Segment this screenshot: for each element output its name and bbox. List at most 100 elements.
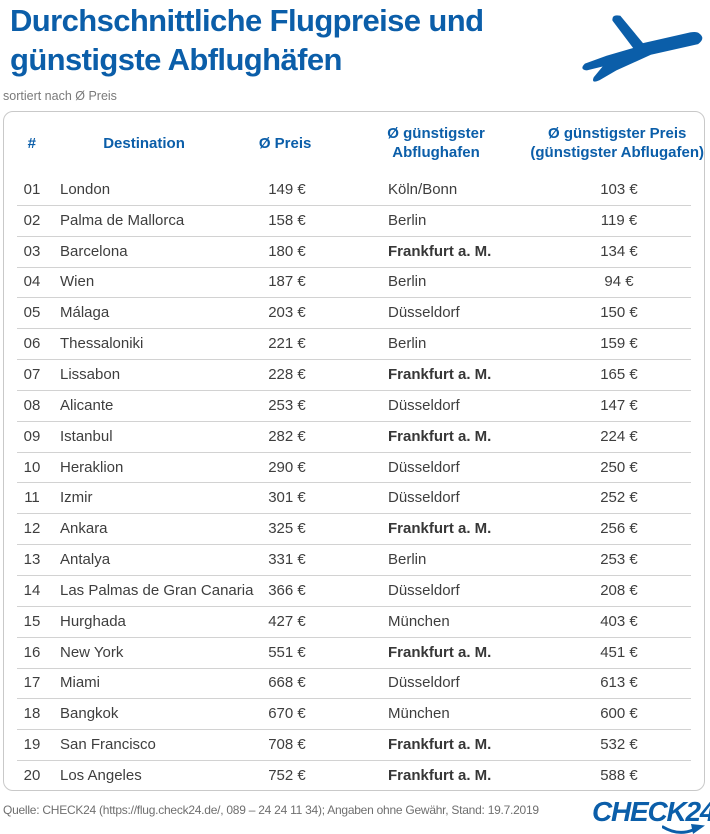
table-body: 01 London 149 € Köln/Bonn 103 € 02 Palma…	[4, 174, 704, 791]
avg-price-cell: 668 €	[268, 674, 306, 692]
table-row: 03 Barcelona 180 € Frankfurt a. M. 134 €	[4, 235, 704, 267]
table-row: 17 Miami 668 € Düsseldorf 613 €	[4, 667, 704, 699]
cheapest-airport-cell: Düsseldorf	[388, 489, 460, 507]
avg-price-cell: 228 €	[268, 365, 306, 383]
table-row: 01 London 149 € Köln/Bonn 103 €	[4, 174, 704, 205]
page-title: Durchschnittliche Flugpreise und günstig…	[10, 1, 484, 79]
destination-cell: Hurghada	[60, 612, 126, 630]
table-row: 02 Palma de Mallorca 158 € Berlin 119 €	[4, 204, 704, 236]
page-title-line1: Durchschnittliche Flugpreise und	[10, 3, 484, 38]
cheapest-price-cell: 208 €	[600, 581, 638, 599]
table-row: 12 Ankara 325 € Frankfurt a. M. 256 €	[4, 513, 704, 544]
rank-cell: 18	[23, 705, 41, 723]
destination-cell: Izmir	[60, 489, 93, 507]
cheapest-airport-cell: Frankfurt a. M.	[388, 365, 492, 383]
destination-cell: Ankara	[60, 520, 108, 538]
rank-cell: 06	[23, 335, 41, 353]
avg-price-cell: 149 €	[268, 180, 306, 198]
cheapest-airport-cell: Frankfurt a. M.	[388, 766, 492, 784]
table-row: 09 Istanbul 282 € Frankfurt a. M. 224 €	[4, 420, 704, 452]
page-title-line2: günstigste Abflughäfen	[10, 42, 342, 77]
destination-cell: San Francisco	[60, 736, 156, 754]
table-row: 06 Thessaloniki 221 € Berlin 159 €	[4, 328, 704, 359]
rank-cell: 15	[23, 612, 41, 630]
cheapest-price-cell: 532 €	[600, 736, 638, 754]
destination-cell: Bangkok	[60, 705, 119, 723]
cheapest-airport-cell: Berlin	[388, 551, 427, 569]
rank-cell: 10	[23, 458, 41, 476]
destination-cell: Lissabon	[60, 365, 121, 383]
avg-price-cell: 325 €	[268, 520, 306, 538]
rank-cell: 13	[23, 551, 41, 569]
destination-cell: Miami	[60, 674, 100, 692]
column-header-destination: Destination	[103, 134, 185, 152]
rank-cell: 19	[23, 736, 41, 754]
cheapest-price-cell: 403 €	[600, 612, 638, 630]
cheapest-airport-cell: Düsseldorf	[388, 581, 460, 599]
table-row: 13 Antalya 331 € Berlin 253 €	[4, 544, 704, 575]
avg-price-cell: 221 €	[268, 335, 306, 353]
cheapest-price-cell: 150 €	[600, 304, 638, 322]
cheapest-price-cell: 588 €	[600, 766, 638, 784]
avg-price-cell: 752 €	[268, 766, 306, 784]
cheapest-price-cell: 94 €	[604, 273, 634, 291]
cheapest-airport-cell: München	[388, 705, 450, 723]
cheapest-price-cell: 147 €	[600, 396, 638, 414]
cheapest-price-cell: 250 €	[600, 458, 638, 476]
table-row: 14 Las Palmas de Gran Canaria 366 € Düss…	[4, 574, 704, 606]
destination-cell: Antalya	[60, 551, 111, 569]
rank-cell: 14	[23, 581, 41, 599]
table-row: 18 Bangkok 670 € München 600 €	[4, 698, 704, 729]
destination-cell: Alicante	[60, 396, 114, 414]
check24-logo-swoosh-arrow-icon	[662, 824, 705, 834]
avg-price-cell: 187 €	[268, 273, 306, 291]
destination-cell: Los Angeles	[60, 766, 142, 784]
rank-cell: 11	[24, 489, 40, 507]
rank-cell: 07	[23, 365, 41, 383]
sort-note: sortiert nach Ø Preis	[3, 89, 117, 103]
rank-cell: 02	[23, 211, 41, 229]
table-row: 05 Málaga 203 € Düsseldorf 150 €	[4, 297, 704, 328]
avg-price-cell: 427 €	[268, 612, 306, 630]
avg-price-cell: 301 €	[268, 489, 306, 507]
cheapest-airport-cell: Köln/Bonn	[388, 180, 458, 198]
cheapest-airport-cell: Berlin	[388, 273, 427, 291]
rank-cell: 05	[23, 304, 41, 322]
column-header-avg-price: Ø Preis	[258, 134, 312, 152]
table-row: 15 Hurghada 427 € München 403 €	[4, 605, 704, 637]
destination-cell: New York	[60, 643, 124, 661]
cheapest-price-cell: 253 €	[600, 551, 638, 569]
source-note: Quelle: CHECK24 (https://flug.check24.de…	[3, 803, 539, 817]
rank-cell: 17	[23, 674, 41, 692]
avg-price-cell: 282 €	[268, 427, 306, 445]
table-row: 16 New York 551 € Frankfurt a. M. 451 €	[4, 636, 704, 668]
rank-cell: 09	[23, 427, 41, 445]
cheapest-airport-cell: Berlin	[388, 211, 427, 229]
plane-takeoff-icon	[578, 8, 706, 86]
cheapest-price-cell: 165 €	[600, 365, 638, 383]
cheapest-price-cell: 134 €	[600, 242, 638, 260]
table-header-row: # Destination Ø Preis Ø günstigster Abfl…	[4, 112, 704, 174]
cheapest-price-cell: 451 €	[600, 643, 638, 661]
avg-price-cell: 366 €	[268, 581, 306, 599]
cheapest-price-cell: 224 €	[600, 427, 638, 445]
destination-cell: Málaga	[60, 304, 110, 322]
destination-cell: London	[60, 180, 111, 198]
column-header-cheapest-airport: Ø günstigster Abflughafen	[387, 125, 485, 161]
table-row: 04 Wien 187 € Berlin 94 €	[4, 266, 704, 298]
table-row: 10 Heraklion 290 € Düsseldorf 250 €	[4, 451, 704, 483]
avg-price-cell: 551 €	[268, 643, 306, 661]
destination-cell: Istanbul	[60, 427, 113, 445]
rank-cell: 01	[23, 180, 41, 198]
destination-cell: Palma de Mallorca	[60, 211, 185, 229]
cheapest-price-cell: 613 €	[600, 674, 638, 692]
cheapest-price-cell: 103 €	[600, 180, 638, 198]
cheapest-price-cell: 252 €	[600, 489, 638, 507]
cheapest-airport-cell: Düsseldorf	[388, 304, 460, 322]
cheapest-airport-cell: Frankfurt a. M.	[388, 736, 492, 754]
cheapest-airport-cell: München	[388, 612, 450, 630]
cheapest-price-cell: 256 €	[600, 520, 638, 538]
check24-logo-text: CHECK24	[592, 796, 710, 827]
avg-price-cell: 180 €	[268, 242, 306, 260]
